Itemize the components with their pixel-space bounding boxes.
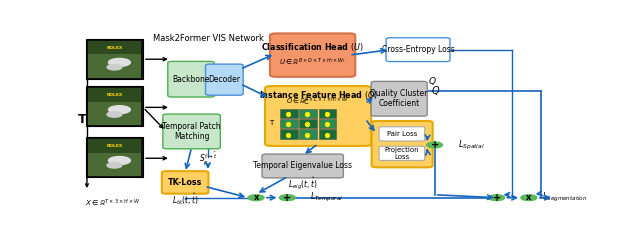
- Circle shape: [427, 142, 443, 148]
- FancyBboxPatch shape: [162, 171, 209, 194]
- FancyBboxPatch shape: [280, 109, 298, 118]
- Text: $O\in\mathbb{R}^{B\times C\times T\times H\prime\times W\prime}$: $O\in\mathbb{R}^{B\times C\times T\times…: [287, 96, 349, 107]
- FancyBboxPatch shape: [280, 119, 298, 128]
- Circle shape: [107, 163, 122, 168]
- Text: $Q$: $Q$: [428, 75, 437, 87]
- Text: C: C: [304, 99, 308, 105]
- Text: Temporal Eigenvalue Loss: Temporal Eigenvalue Loss: [253, 161, 352, 170]
- FancyBboxPatch shape: [300, 129, 317, 139]
- FancyBboxPatch shape: [386, 38, 450, 62]
- Text: $L_{tk}(t,\hat{t})$: $L_{tk}(t,\hat{t})$: [172, 191, 198, 207]
- FancyBboxPatch shape: [265, 86, 371, 146]
- Text: Instance Feature Head $(O)$: Instance Feature Head $(O)$: [259, 89, 378, 101]
- Text: Pair Loss: Pair Loss: [387, 131, 417, 137]
- FancyBboxPatch shape: [88, 41, 141, 78]
- Text: +: +: [431, 140, 438, 150]
- Text: Classification Head $(U)$: Classification Head $(U)$: [261, 41, 364, 53]
- Text: $U\in\mathbb{R}^{B\times D\times T\times H\prime\times W\prime}$: $U\in\mathbb{R}^{B\times D\times T\times…: [279, 56, 346, 68]
- FancyBboxPatch shape: [379, 127, 425, 141]
- FancyBboxPatch shape: [88, 88, 141, 102]
- FancyBboxPatch shape: [88, 139, 141, 152]
- Text: ROLEX: ROLEX: [106, 144, 123, 148]
- FancyBboxPatch shape: [300, 119, 317, 128]
- FancyBboxPatch shape: [88, 88, 141, 125]
- FancyBboxPatch shape: [280, 129, 298, 139]
- Circle shape: [280, 195, 295, 201]
- Circle shape: [109, 106, 131, 114]
- Text: x: x: [253, 193, 259, 202]
- Text: Cross-Entropy Loss: Cross-Entropy Loss: [381, 45, 454, 54]
- FancyBboxPatch shape: [262, 154, 344, 178]
- Text: +: +: [284, 193, 291, 203]
- Text: T: T: [77, 113, 86, 126]
- Text: $X\in\mathbb{R}^{T\times3\times H\times W}$: $X\in\mathbb{R}^{T\times3\times H\times …: [85, 198, 141, 209]
- FancyBboxPatch shape: [168, 61, 214, 97]
- Text: Quality Cluster
Coefficient: Quality Cluster Coefficient: [371, 89, 428, 108]
- Text: $S_p^{t\rightarrow\hat{t}}$: $S_p^{t\rightarrow\hat{t}}$: [199, 149, 217, 167]
- Circle shape: [489, 195, 504, 201]
- Text: Decoder: Decoder: [209, 75, 241, 84]
- FancyBboxPatch shape: [88, 139, 141, 176]
- Text: ROLEX: ROLEX: [106, 46, 123, 50]
- Text: Projection
Loss: Projection Loss: [385, 147, 419, 160]
- FancyBboxPatch shape: [86, 39, 143, 79]
- Circle shape: [248, 195, 264, 201]
- FancyBboxPatch shape: [205, 64, 243, 95]
- Text: TK-Loss: TK-Loss: [168, 178, 202, 187]
- Text: $L_{Spatial}$: $L_{Spatial}$: [458, 139, 485, 152]
- FancyBboxPatch shape: [319, 119, 337, 128]
- Text: $L_{eig}(t,\hat{t})$: $L_{eig}(t,\hat{t})$: [288, 176, 317, 192]
- FancyBboxPatch shape: [270, 34, 355, 77]
- FancyBboxPatch shape: [86, 86, 143, 126]
- FancyBboxPatch shape: [319, 109, 337, 118]
- Text: +: +: [493, 193, 500, 203]
- Text: Temporal Patch
Matching: Temporal Patch Matching: [163, 122, 221, 141]
- FancyBboxPatch shape: [372, 121, 433, 167]
- FancyBboxPatch shape: [88, 41, 141, 55]
- FancyBboxPatch shape: [300, 109, 317, 118]
- Circle shape: [107, 112, 122, 117]
- FancyBboxPatch shape: [319, 129, 337, 139]
- Circle shape: [109, 59, 131, 66]
- Text: x: x: [526, 193, 532, 202]
- FancyBboxPatch shape: [163, 114, 220, 149]
- Text: $L_{Segmentation}$: $L_{Segmentation}$: [542, 191, 588, 204]
- Text: $Q$: $Q$: [431, 84, 440, 97]
- FancyBboxPatch shape: [86, 137, 143, 177]
- Text: ROLEX: ROLEX: [106, 93, 123, 97]
- Circle shape: [521, 195, 537, 201]
- FancyBboxPatch shape: [379, 146, 425, 160]
- Text: Backbone: Backbone: [172, 75, 210, 84]
- Text: T: T: [269, 120, 273, 126]
- FancyBboxPatch shape: [371, 81, 428, 116]
- Circle shape: [107, 64, 122, 70]
- Text: $L_{Temporal}$: $L_{Temporal}$: [310, 191, 343, 204]
- Text: Mask2Former VIS Network: Mask2Former VIS Network: [152, 34, 264, 43]
- Circle shape: [109, 156, 131, 164]
